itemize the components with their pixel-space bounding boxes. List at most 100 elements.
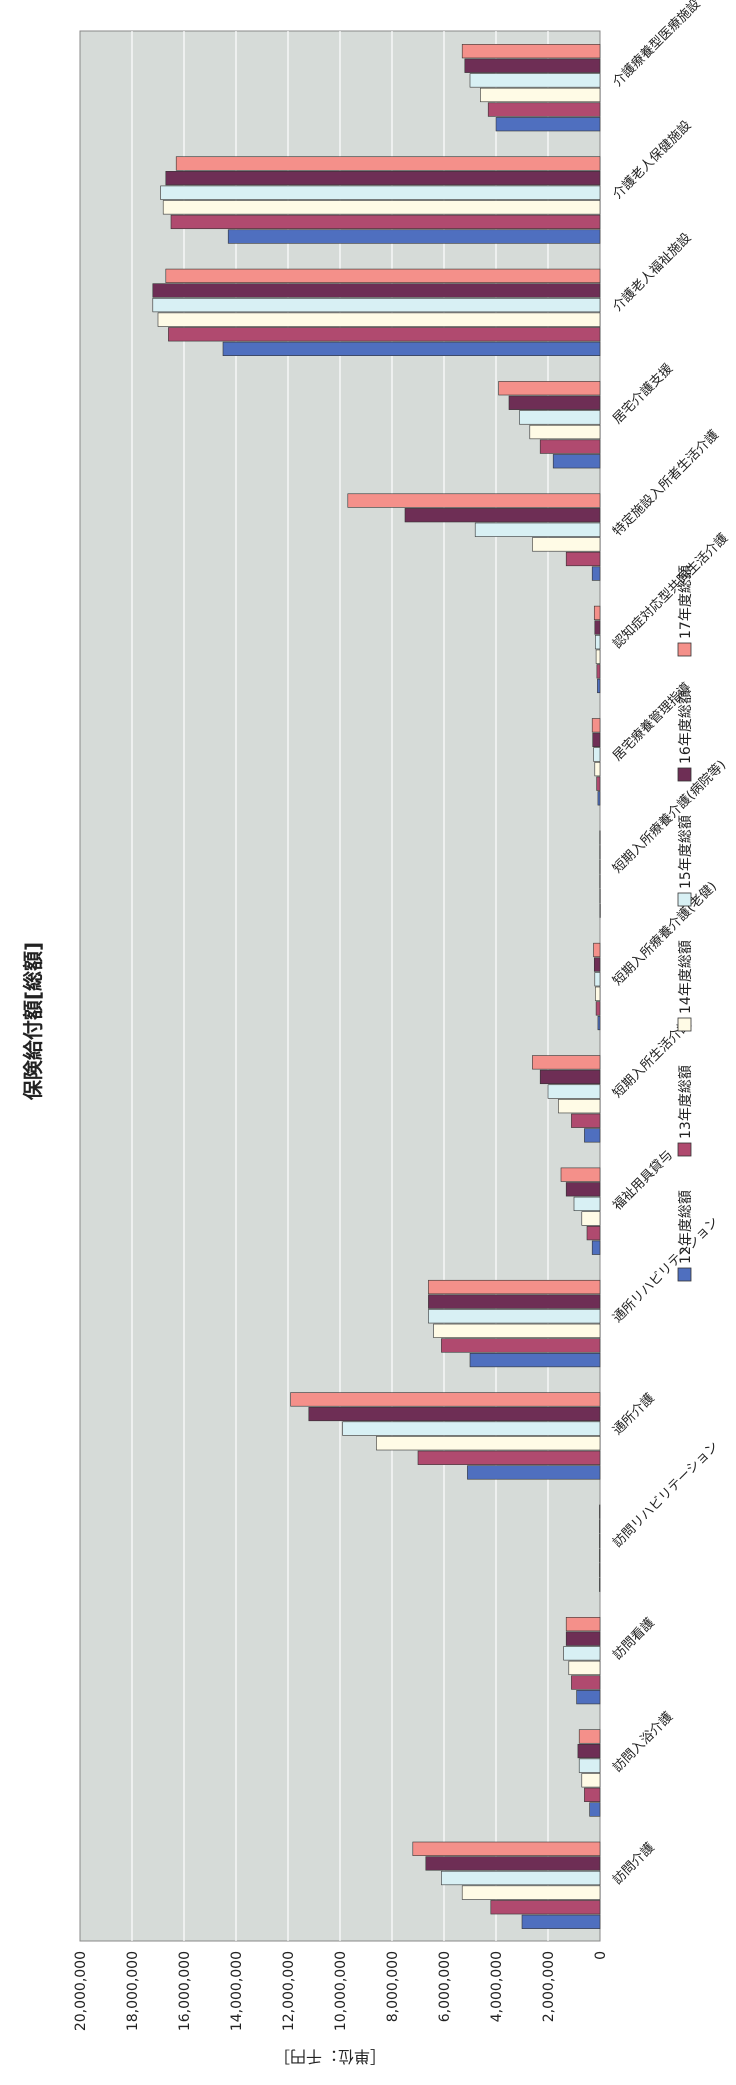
- legend-swatch: [678, 643, 691, 656]
- y-tick-label: 4,000,000: [489, 1951, 505, 2022]
- bar: [462, 44, 600, 58]
- bar: [418, 1451, 600, 1465]
- bar: [499, 381, 600, 395]
- legend-label: 12年度総額: [678, 1190, 694, 1264]
- bar: [579, 1759, 600, 1773]
- bar: [467, 1466, 600, 1480]
- bar: [540, 1070, 600, 1084]
- legend-label: 16年度総額: [678, 690, 694, 764]
- bar: [532, 1056, 600, 1070]
- legend-swatch: [678, 1018, 691, 1031]
- y-tick-label: 16,000,000: [177, 1951, 193, 2031]
- category-label: 訪問リハビリテーション: [610, 1438, 722, 1550]
- bar: [593, 733, 600, 747]
- legend-swatch: [678, 1143, 691, 1156]
- bar: [519, 411, 600, 425]
- bar: [590, 1803, 600, 1817]
- category-label: 通所リハビリテーション: [610, 1214, 722, 1326]
- bar: [566, 1617, 600, 1631]
- bar: [475, 523, 600, 537]
- bar: [509, 396, 600, 410]
- legend-label: 15年度総額: [678, 815, 694, 889]
- legend-swatch: [678, 893, 691, 906]
- bar: [488, 103, 600, 117]
- bar: [566, 552, 600, 566]
- bar: [597, 665, 600, 679]
- bar: [426, 1857, 600, 1871]
- y-tick-label: 2,000,000: [541, 1951, 557, 2022]
- bar: [600, 831, 601, 845]
- legend-label: 14年度総額: [678, 940, 694, 1014]
- bar: [153, 298, 600, 312]
- bar: [579, 1730, 600, 1744]
- y-tick-label: 18,000,000: [125, 1951, 141, 2031]
- bar: [569, 1661, 600, 1675]
- category-label: 介護老人福祉施設: [610, 230, 695, 315]
- bar: [434, 1324, 600, 1338]
- bar: [574, 1197, 600, 1211]
- bar: [166, 269, 600, 283]
- bar: [582, 1212, 600, 1226]
- bar: [491, 1900, 600, 1914]
- bar: [598, 792, 600, 806]
- bar: [343, 1422, 600, 1436]
- bar: [596, 1002, 600, 1016]
- category-label: 居宅介護支援: [610, 361, 676, 427]
- y-tick-label: 8,000,000: [385, 1951, 401, 2022]
- bar: [171, 215, 600, 229]
- bar: [599, 1578, 600, 1592]
- bar: [599, 1563, 600, 1577]
- bar: [600, 845, 601, 859]
- bar: [532, 538, 600, 552]
- bar: [600, 904, 601, 918]
- bar: [428, 1309, 600, 1323]
- bar: [480, 88, 600, 102]
- bar: [577, 1690, 600, 1704]
- bar: [566, 1632, 600, 1646]
- bar: [441, 1871, 600, 1885]
- bar: [163, 201, 600, 215]
- bar: [571, 1114, 600, 1128]
- bar: [595, 972, 600, 986]
- chart-title: 保険給付額[総額]: [21, 942, 45, 1101]
- bar: [465, 59, 600, 73]
- bar: [584, 1129, 600, 1143]
- bar: [405, 508, 600, 522]
- category-label: 特定施設入所者生活介護: [610, 427, 722, 539]
- bar: [599, 1520, 600, 1534]
- category-label: 福祉用具貸与: [610, 1147, 676, 1213]
- bar: [594, 606, 600, 620]
- bar: [598, 1016, 600, 1030]
- bar: [595, 635, 600, 649]
- category-label: 短期入所療養介護(老健): [610, 878, 720, 988]
- category-label: 訪問看護: [610, 1615, 658, 1663]
- bar: [600, 889, 601, 903]
- bar: [561, 1168, 600, 1182]
- bar: [223, 342, 600, 356]
- bar: [428, 1280, 600, 1294]
- y-axis-label: ［単位：千円］: [274, 2047, 386, 2066]
- category-label: 短期入所療養介護(病院等): [610, 757, 730, 877]
- bar: [578, 1744, 600, 1758]
- bar: [462, 1886, 600, 1900]
- bar: [599, 1549, 600, 1563]
- category-label: 介護療養型医療施設: [610, 0, 704, 90]
- legend-swatch: [678, 768, 691, 781]
- bar: [441, 1339, 600, 1353]
- bar: [558, 1099, 600, 1113]
- bar: [548, 1085, 600, 1099]
- bar: [594, 943, 601, 957]
- y-tick-label: 14,000,000: [229, 1951, 245, 2031]
- bar: [600, 860, 601, 874]
- bar: [158, 313, 600, 327]
- category-label: 通所介護: [610, 1390, 658, 1438]
- bar: [564, 1647, 600, 1661]
- bar: [592, 718, 600, 732]
- bar: [587, 1226, 600, 1240]
- bar: [309, 1407, 600, 1421]
- bar: [348, 494, 600, 508]
- bar: [176, 157, 600, 171]
- category-label: 認知症対応型共同生活介護: [610, 530, 732, 652]
